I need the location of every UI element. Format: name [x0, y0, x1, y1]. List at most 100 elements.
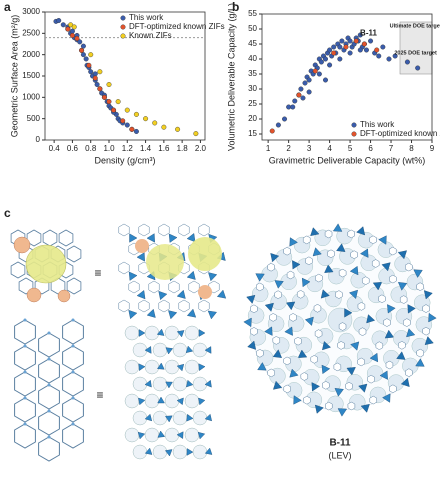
point — [316, 71, 322, 77]
tetrahedron — [165, 415, 173, 423]
x-tick-label: 5 — [348, 144, 353, 153]
ring — [267, 368, 275, 378]
point — [327, 62, 333, 68]
tetrahedron — [321, 364, 331, 375]
ring — [18, 277, 34, 295]
tetrahedron — [204, 346, 212, 354]
annotation: Ultimate DOE target — [390, 23, 440, 29]
pore — [132, 410, 148, 426]
x-tick-label: 6 — [368, 144, 373, 153]
ring — [283, 246, 291, 256]
cage — [146, 244, 184, 280]
pore — [164, 427, 180, 443]
structure-topology: (LEV) — [328, 450, 351, 460]
equivalence-sign: ≡ — [96, 388, 103, 402]
tetrahedron — [384, 329, 395, 339]
ring — [324, 229, 333, 239]
pore — [152, 444, 168, 460]
pore — [192, 410, 208, 426]
x-axis-label: Gravimetric Deliverable Capacity (wt%) — [269, 155, 426, 165]
tetrahedron — [176, 431, 184, 439]
tetrahedron — [157, 430, 166, 438]
ring — [385, 360, 394, 370]
tetrahedron — [273, 380, 283, 390]
node — [47, 435, 51, 439]
tetrahedron — [396, 351, 406, 360]
tetrahedron — [204, 379, 212, 388]
pore — [172, 342, 188, 358]
point — [347, 50, 353, 56]
ring — [347, 401, 356, 411]
pore — [172, 410, 188, 426]
tetrahedron — [198, 363, 206, 371]
point — [302, 80, 308, 86]
tetrahedron — [138, 363, 146, 371]
panel-label: b — [232, 0, 239, 14]
tetrahedron — [424, 336, 434, 346]
ring — [322, 381, 330, 390]
cage — [188, 237, 222, 271]
ring — [405, 262, 413, 272]
tetrahedron — [324, 264, 334, 273]
node — [71, 370, 75, 374]
tetrahedron — [274, 280, 284, 289]
ring — [62, 423, 84, 449]
x-tick-label: 2.0 — [195, 144, 207, 153]
tetrahedron — [156, 328, 165, 336]
point — [80, 52, 86, 58]
pore — [144, 427, 160, 443]
x-tick-label: 7 — [389, 144, 394, 153]
y-tick-label: 35 — [248, 69, 257, 78]
tetrahedron — [144, 413, 153, 422]
ring — [250, 327, 258, 336]
tetrahedron — [186, 270, 196, 280]
tetrahedron — [144, 379, 152, 388]
tetrahedron — [322, 341, 331, 351]
ring — [337, 341, 345, 350]
point — [337, 56, 343, 62]
ring — [38, 436, 60, 462]
tetrahedron — [301, 277, 311, 288]
point — [152, 120, 158, 126]
ring — [378, 294, 386, 304]
tetrahedron — [168, 310, 178, 320]
tetrahedron — [349, 289, 358, 299]
ring — [267, 262, 275, 272]
tetrahedron — [136, 252, 145, 262]
tetrahedron — [164, 449, 173, 457]
tetrahedron — [285, 301, 296, 311]
tetrahedron — [157, 396, 165, 404]
point — [322, 77, 328, 83]
point — [357, 32, 363, 38]
node — [23, 396, 27, 400]
ring — [369, 235, 377, 245]
pore — [132, 444, 148, 460]
ring — [62, 397, 84, 423]
ring — [369, 395, 378, 405]
y-tick-label: 20 — [248, 114, 257, 123]
ring — [371, 259, 380, 268]
tetrahedron — [378, 235, 387, 245]
pore — [172, 444, 188, 460]
tetrahedron — [382, 393, 391, 403]
x-tick-label: 1 — [266, 144, 271, 153]
tetrahedron — [138, 397, 146, 406]
ring — [350, 250, 358, 259]
node — [23, 344, 27, 348]
ring — [399, 295, 408, 304]
x-tick-label: 9 — [430, 144, 435, 153]
tetrahedron — [397, 282, 408, 291]
ring — [38, 384, 60, 410]
ring — [38, 358, 60, 384]
tetrahedron — [314, 404, 324, 414]
ring — [158, 223, 170, 237]
point — [129, 126, 135, 132]
tetrahedron — [400, 377, 410, 387]
tetrahedron — [198, 329, 206, 337]
x-tick-label: 0.6 — [67, 144, 79, 153]
pore — [152, 376, 168, 392]
node — [23, 318, 27, 322]
tetrahedron — [168, 233, 178, 243]
point — [68, 22, 74, 28]
pore — [152, 410, 168, 426]
